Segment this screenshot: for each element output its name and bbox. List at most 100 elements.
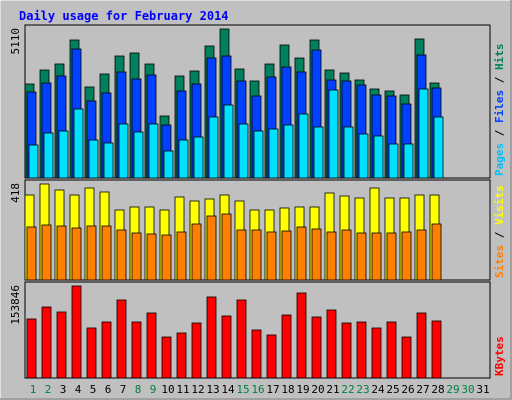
x-tick-label-day-6: 6 [105, 383, 112, 396]
bar-sites-day-12 [191, 223, 202, 281]
bar-pages-day-24 [373, 135, 384, 179]
bar-kbytes-day-4 [71, 285, 82, 379]
bar-pages-day-15 [238, 123, 249, 179]
y-tick-label-panel-2: 418 [9, 183, 22, 203]
bar-sites-day-28 [431, 223, 442, 281]
y-axis-label-separator: / [493, 123, 506, 143]
x-tick-label-day-8: 8 [135, 383, 142, 396]
bar-kbytes-day-10 [161, 336, 172, 379]
bar-kbytes-day-22 [341, 322, 352, 379]
x-tick-label-day-20: 20 [311, 383, 324, 396]
y-axis-label-part: Hits [493, 44, 506, 71]
bar-pages-day-3 [58, 130, 69, 179]
bar-kbytes-day-17 [266, 334, 277, 379]
bar-pages-day-14 [223, 104, 234, 179]
bar-kbytes-day-1 [26, 318, 37, 379]
bar-kbytes-day-25 [386, 321, 397, 379]
bar-pages-day-23 [358, 133, 369, 179]
y-axis-label-part: Files [493, 90, 506, 123]
bar-pages-day-6 [103, 142, 114, 179]
bar-sites-day-25 [386, 232, 397, 281]
bar-kbytes-day-12 [191, 322, 202, 379]
bar-kbytes-day-2 [41, 306, 52, 379]
bar-pages-day-19 [298, 113, 309, 179]
bar-kbytes-day-11 [176, 332, 187, 379]
bar-pages-day-12 [193, 136, 204, 179]
bar-pages-day-21 [328, 89, 339, 179]
bar-kbytes-day-8 [131, 321, 142, 379]
bar-sites-day-18 [281, 230, 292, 281]
y-axis-label-separator: / [493, 70, 506, 90]
y-axis-label-panel-3: KBytes [493, 336, 506, 376]
bar-sites-day-10 [161, 234, 172, 281]
bar-sites-day-21 [326, 231, 337, 281]
x-tick-label-day-28: 28 [431, 383, 444, 396]
x-tick-label-day-26: 26 [401, 383, 414, 396]
y-tick-label-panel-3: 153846 [9, 285, 22, 325]
bar-pages-day-2 [43, 132, 54, 179]
x-tick-label-day-2: 2 [45, 383, 52, 396]
bar-kbytes-day-13 [206, 296, 217, 379]
x-tick-label-day-11: 11 [176, 383, 189, 396]
bar-pages-day-20 [313, 126, 324, 179]
bar-sites-day-5 [86, 225, 97, 281]
bar-kbytes-day-20 [311, 316, 322, 379]
x-tick-label-day-30: 30 [461, 383, 474, 396]
x-tick-label-day-12: 12 [191, 383, 204, 396]
bar-sites-day-17 [266, 231, 277, 281]
bar-sites-day-11 [176, 231, 187, 281]
bar-kbytes-day-7 [116, 299, 127, 379]
x-tick-label-day-4: 4 [75, 383, 82, 396]
bar-kbytes-day-23 [356, 321, 367, 379]
x-tick-label-day-5: 5 [90, 383, 97, 396]
bar-sites-day-7 [116, 229, 127, 281]
bar-kbytes-day-14 [221, 315, 232, 379]
bar-sites-day-20 [311, 228, 322, 281]
bar-pages-day-9 [148, 123, 159, 179]
y-axis-label-part: Sites [493, 245, 506, 278]
bar-kbytes-day-6 [101, 321, 112, 379]
bar-pages-day-8 [133, 131, 144, 179]
bar-kbytes-day-3 [56, 311, 67, 379]
x-tick-label-day-25: 25 [386, 383, 399, 396]
bar-sites-day-16 [251, 229, 262, 281]
bar-pages-day-28 [433, 116, 444, 179]
x-tick-label-day-27: 27 [416, 383, 429, 396]
chart-title: Daily usage for February 2014 [19, 9, 229, 23]
bar-pages-day-1 [28, 144, 39, 179]
bar-kbytes-day-28 [431, 320, 442, 379]
bar-pages-day-5 [88, 139, 99, 179]
x-tick-label-day-3: 3 [60, 383, 67, 396]
x-tick-label-day-13: 13 [206, 383, 219, 396]
bar-pages-day-17 [268, 128, 279, 179]
bar-kbytes-day-26 [401, 336, 412, 379]
bar-sites-day-27 [416, 229, 427, 281]
x-tick-label-day-22: 22 [341, 383, 354, 396]
y-tick-label-panel-1: 5110 [9, 28, 22, 55]
bar-pages-day-22 [343, 126, 354, 179]
y-axis-label-panel-2: Sites / Visits [493, 185, 506, 278]
bar-sites-day-22 [341, 229, 352, 281]
x-tick-label-day-9: 9 [150, 383, 157, 396]
x-tick-label-day-31: 31 [476, 383, 489, 396]
bar-pages-day-7 [118, 123, 129, 179]
bar-sites-day-8 [131, 232, 142, 281]
bar-kbytes-day-9 [146, 312, 157, 379]
bar-pages-day-11 [178, 139, 189, 179]
bar-pages-day-13 [208, 116, 219, 179]
bar-kbytes-day-5 [86, 327, 97, 379]
x-tick-label-day-14: 14 [221, 383, 235, 396]
bar-pages-day-26 [403, 143, 414, 179]
y-axis-label-part: Pages [493, 143, 506, 176]
x-tick-label-day-29: 29 [446, 383, 459, 396]
bar-pages-day-18 [283, 124, 294, 179]
bar-sites-day-14 [221, 213, 232, 281]
bar-pages-day-10 [163, 150, 174, 179]
y-axis-label-separator: / [493, 225, 506, 245]
x-tick-label-day-17: 17 [266, 383, 279, 396]
bar-sites-day-19 [296, 226, 307, 281]
bar-sites-day-4 [71, 227, 82, 281]
x-tick-label-day-23: 23 [356, 383, 369, 396]
x-tick-label-day-10: 10 [161, 383, 174, 396]
